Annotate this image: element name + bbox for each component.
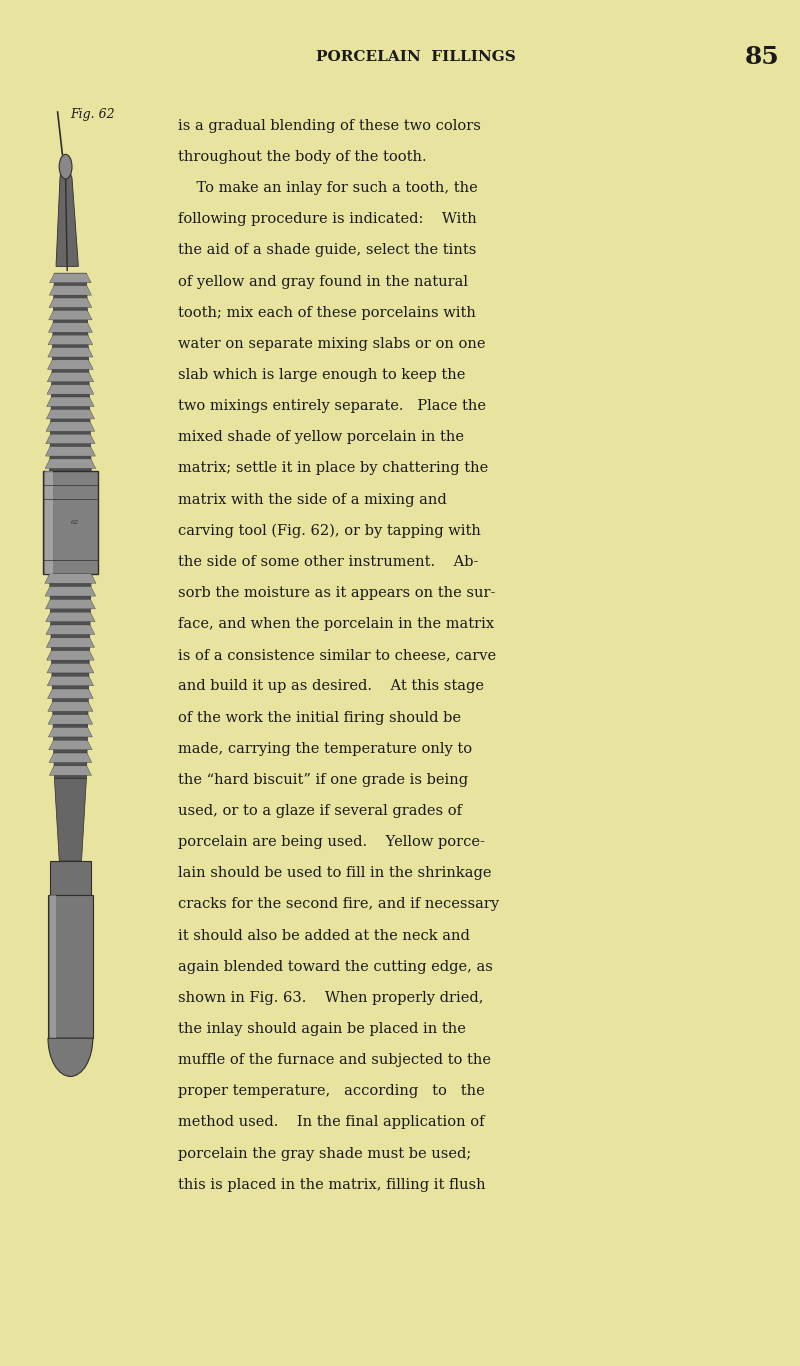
Text: slab which is large enough to keep the: slab which is large enough to keep the [178, 367, 465, 382]
Text: matrix with the side of a mixing and: matrix with the side of a mixing and [178, 493, 446, 507]
Polygon shape [47, 676, 94, 686]
Text: proper temperature,   according   to   the: proper temperature, according to the [178, 1085, 484, 1098]
Text: sorb the moisture as it appears on the sur-: sorb the moisture as it appears on the s… [178, 586, 495, 600]
Text: this is placed in the matrix, filling it flush: this is placed in the matrix, filling it… [178, 1177, 486, 1191]
Polygon shape [47, 359, 94, 369]
Text: and build it up as desired.    At this stage: and build it up as desired. At this stag… [178, 679, 483, 694]
Text: again blended toward the cutting edge, as: again blended toward the cutting edge, a… [178, 960, 493, 974]
Text: of yellow and gray found in the natural: of yellow and gray found in the natural [178, 275, 467, 288]
Text: PORCELAIN  FILLINGS: PORCELAIN FILLINGS [316, 51, 516, 64]
Polygon shape [46, 638, 94, 647]
Text: is a gradual blending of these two colors: is a gradual blending of these two color… [178, 119, 481, 133]
Polygon shape [45, 574, 96, 583]
Polygon shape [50, 574, 91, 779]
Polygon shape [46, 434, 95, 444]
Text: 85: 85 [746, 45, 780, 70]
Polygon shape [47, 372, 94, 381]
Text: water on separate mixing slabs or on one: water on separate mixing slabs or on one [178, 337, 485, 351]
Polygon shape [49, 310, 92, 320]
Ellipse shape [59, 154, 72, 179]
Text: made, carrying the temperature only to: made, carrying the temperature only to [178, 742, 472, 755]
Text: carving tool (Fig. 62), or by tapping with: carving tool (Fig. 62), or by tapping wi… [178, 523, 481, 538]
Text: mixed shade of yellow porcelain in the: mixed shade of yellow porcelain in the [178, 430, 464, 444]
Polygon shape [46, 422, 94, 432]
Polygon shape [49, 753, 92, 762]
Polygon shape [54, 779, 86, 861]
Text: To make an inlay for such a tooth, the: To make an inlay for such a tooth, the [178, 182, 478, 195]
Polygon shape [49, 728, 92, 738]
Polygon shape [48, 322, 93, 332]
Polygon shape [46, 410, 94, 419]
Text: lain should be used to fill in the shrinkage: lain should be used to fill in the shrin… [178, 866, 491, 880]
Text: Fig. 62: Fig. 62 [70, 108, 114, 122]
Polygon shape [48, 702, 93, 712]
Text: porcelain the gray shade must be used;: porcelain the gray shade must be used; [178, 1146, 471, 1161]
Text: face, and when the porcelain in the matrix: face, and when the porcelain in the matr… [178, 617, 494, 631]
Text: it should also be added at the neck and: it should also be added at the neck and [178, 929, 470, 943]
Text: the side of some other instrument.    Ab-: the side of some other instrument. Ab- [178, 555, 478, 568]
Polygon shape [46, 447, 95, 456]
Polygon shape [50, 273, 91, 283]
Text: cracks for the second fire, and if necessary: cracks for the second fire, and if neces… [178, 897, 498, 911]
Text: of the work the initial firing should be: of the work the initial firing should be [178, 710, 461, 724]
Polygon shape [46, 650, 94, 660]
Polygon shape [46, 398, 94, 407]
Polygon shape [50, 273, 91, 471]
Polygon shape [45, 586, 96, 596]
Polygon shape [47, 688, 94, 698]
Text: the aid of a shade guide, select the tints: the aid of a shade guide, select the tin… [178, 243, 476, 257]
Polygon shape [48, 714, 93, 724]
Text: the inlay should again be placed in the: the inlay should again be placed in the [178, 1022, 466, 1035]
Polygon shape [48, 335, 93, 344]
Polygon shape [46, 612, 95, 622]
FancyBboxPatch shape [43, 471, 98, 574]
Polygon shape [50, 766, 91, 776]
Polygon shape [47, 385, 94, 395]
Text: two mixings entirely separate.   Place the: two mixings entirely separate. Place the [178, 399, 486, 413]
Polygon shape [50, 285, 91, 295]
Polygon shape [45, 471, 53, 574]
Polygon shape [56, 157, 78, 266]
Text: method used.    In the final application of: method used. In the final application of [178, 1116, 484, 1130]
Polygon shape [49, 298, 92, 307]
Text: porcelain are being used.    Yellow porce-: porcelain are being used. Yellow porce- [178, 835, 485, 850]
Polygon shape [47, 664, 94, 673]
Text: used, or to a glaze if several grades of: used, or to a glaze if several grades of [178, 805, 462, 818]
Text: tooth; mix each of these porcelains with: tooth; mix each of these porcelains with [178, 306, 475, 320]
Polygon shape [46, 600, 95, 609]
Polygon shape [45, 459, 96, 469]
Text: throughout the body of the tooth.: throughout the body of the tooth. [178, 150, 426, 164]
Text: is of a consistence similar to cheese, carve: is of a consistence similar to cheese, c… [178, 649, 496, 663]
Text: shown in Fig. 63.    When properly dried,: shown in Fig. 63. When properly dried, [178, 990, 483, 1005]
Text: following procedure is indicated:    With: following procedure is indicated: With [178, 212, 476, 227]
Polygon shape [48, 895, 93, 1038]
Polygon shape [49, 740, 92, 750]
Polygon shape [46, 626, 94, 634]
Polygon shape [48, 347, 93, 357]
Text: matrix; settle it in place by chattering the: matrix; settle it in place by chattering… [178, 462, 488, 475]
Polygon shape [50, 861, 91, 895]
Text: muffle of the furnace and subjected to the: muffle of the furnace and subjected to t… [178, 1053, 490, 1067]
Wedge shape [48, 1038, 93, 1076]
Text: the “hard biscuit” if one grade is being: the “hard biscuit” if one grade is being [178, 773, 468, 787]
Polygon shape [50, 895, 56, 1038]
Text: 62: 62 [70, 520, 78, 525]
